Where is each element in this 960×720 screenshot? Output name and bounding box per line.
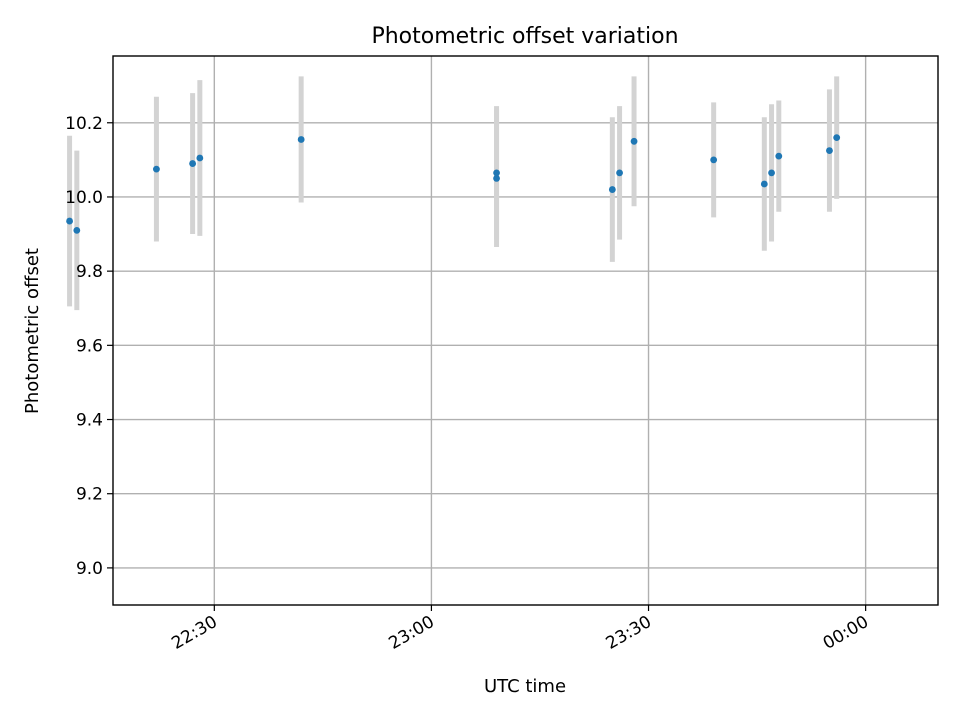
y-tick-label: 9.0	[76, 559, 103, 579]
data-point	[710, 156, 718, 164]
y-tick-label: 10.0	[65, 188, 103, 208]
data-point	[616, 169, 623, 177]
data-point	[768, 169, 775, 177]
point-layer	[66, 134, 841, 234]
y-tick-label: 10.2	[65, 114, 103, 134]
y-tick-label: 9.4	[76, 411, 103, 431]
y-tick-label: 9.2	[76, 485, 103, 505]
data-point	[775, 152, 783, 160]
data-point	[826, 147, 833, 154]
data-point	[833, 134, 841, 142]
chart-title: Photometric offset variation	[371, 24, 678, 49]
data-point	[189, 160, 197, 167]
x-axis-label: UTC time	[484, 676, 566, 697]
y-tick-label: 9.6	[76, 336, 103, 356]
data-point	[297, 136, 305, 143]
data-point	[196, 154, 204, 162]
data-point	[153, 165, 160, 173]
data-point	[608, 186, 616, 193]
data-point	[493, 169, 500, 177]
data-point	[760, 180, 768, 188]
data-point	[630, 137, 638, 145]
y-axis-label: Photometric offset	[22, 248, 43, 414]
plot-frame	[112, 55, 939, 606]
data-point	[66, 217, 73, 225]
y-tick-label: 9.8	[76, 262, 103, 282]
data-point	[493, 175, 500, 182]
data-point	[73, 226, 81, 234]
grid-layer	[113, 56, 938, 605]
